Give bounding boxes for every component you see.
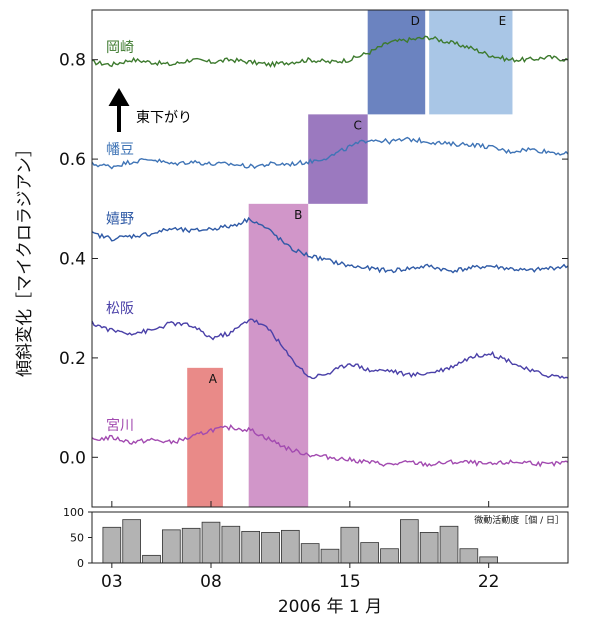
- highlight-box-d: [367, 10, 426, 115]
- y-tick-label-2: 0.2: [59, 349, 86, 369]
- highlight-label-c: C: [353, 118, 361, 132]
- x-tick-label-1: 03: [101, 572, 123, 592]
- highlight-box-c: [308, 114, 368, 204]
- station-label-5: 宮川: [106, 418, 134, 434]
- highlight-box-b: [248, 203, 309, 507]
- y-axis-label: 傾斜変化［マイクロラジアン］: [15, 140, 35, 377]
- activity-bar-6: [201, 521, 221, 564]
- station-label-1: 岡崎: [106, 40, 134, 56]
- activity-bar-5: [181, 527, 201, 564]
- activity-bar-16: [400, 519, 419, 564]
- activity-bar-7: [221, 525, 241, 564]
- activity-bar-1: [102, 526, 122, 564]
- bar-y-tick-label-3: 100: [63, 506, 84, 519]
- activity-bar-10: [281, 529, 300, 564]
- y-tick-label-1: 0.0: [59, 448, 86, 468]
- y-tick-label-3: 0.4: [59, 250, 86, 270]
- highlight-box-a: [187, 367, 223, 507]
- activity-bar-12: [320, 548, 340, 564]
- activity-bar-20: [479, 556, 498, 564]
- x-tick-label-3: 15: [339, 572, 361, 592]
- bar-y-tick-label-1: 0: [77, 557, 84, 570]
- activity-bar-11: [300, 543, 320, 564]
- series-line-1: [91, 35, 569, 68]
- y-tick-label-4: 0.6: [59, 150, 86, 170]
- highlight-label-e: E: [499, 14, 507, 28]
- station-label-4: 松阪: [106, 301, 134, 317]
- station-label-3: 嬉野: [106, 212, 134, 228]
- x-tick-label-2: 08: [200, 572, 222, 592]
- down-east-arrow-icon: [108, 88, 130, 132]
- x-tick-label-4: 22: [478, 572, 500, 592]
- activity-bar-17: [419, 532, 439, 564]
- activity-bar-3: [142, 554, 161, 564]
- series-line-2: [91, 136, 569, 170]
- activity-bar-14: [360, 542, 379, 564]
- activity-bar-18: [439, 525, 459, 564]
- activity-bar-9: [261, 532, 280, 564]
- annotation-label: 東下がり: [136, 110, 192, 126]
- x-axis-label: 2006 年 1 月: [278, 597, 382, 617]
- activity-bar-4: [162, 529, 181, 564]
- bar-y-tick-label-2: 50: [70, 532, 84, 545]
- highlight-label-a: A: [209, 372, 218, 386]
- series-line-5: [91, 424, 569, 468]
- series-line-3: [91, 216, 569, 274]
- activity-bar-2: [122, 519, 141, 564]
- activity-bar-19: [459, 548, 479, 564]
- highlight-box-e: [429, 10, 513, 115]
- series-line-4: [91, 318, 569, 380]
- activity-bar-13: [340, 526, 360, 564]
- activity-title: 微動活動度［個 / 日］: [474, 514, 564, 526]
- station-label-2: 幡豆: [106, 142, 134, 158]
- highlight-label-b: B: [294, 208, 302, 222]
- highlight-label-d: D: [411, 14, 420, 28]
- y-tick-label-5: 0.8: [59, 51, 86, 71]
- activity-bar-15: [380, 548, 399, 564]
- activity-bar-8: [241, 530, 260, 564]
